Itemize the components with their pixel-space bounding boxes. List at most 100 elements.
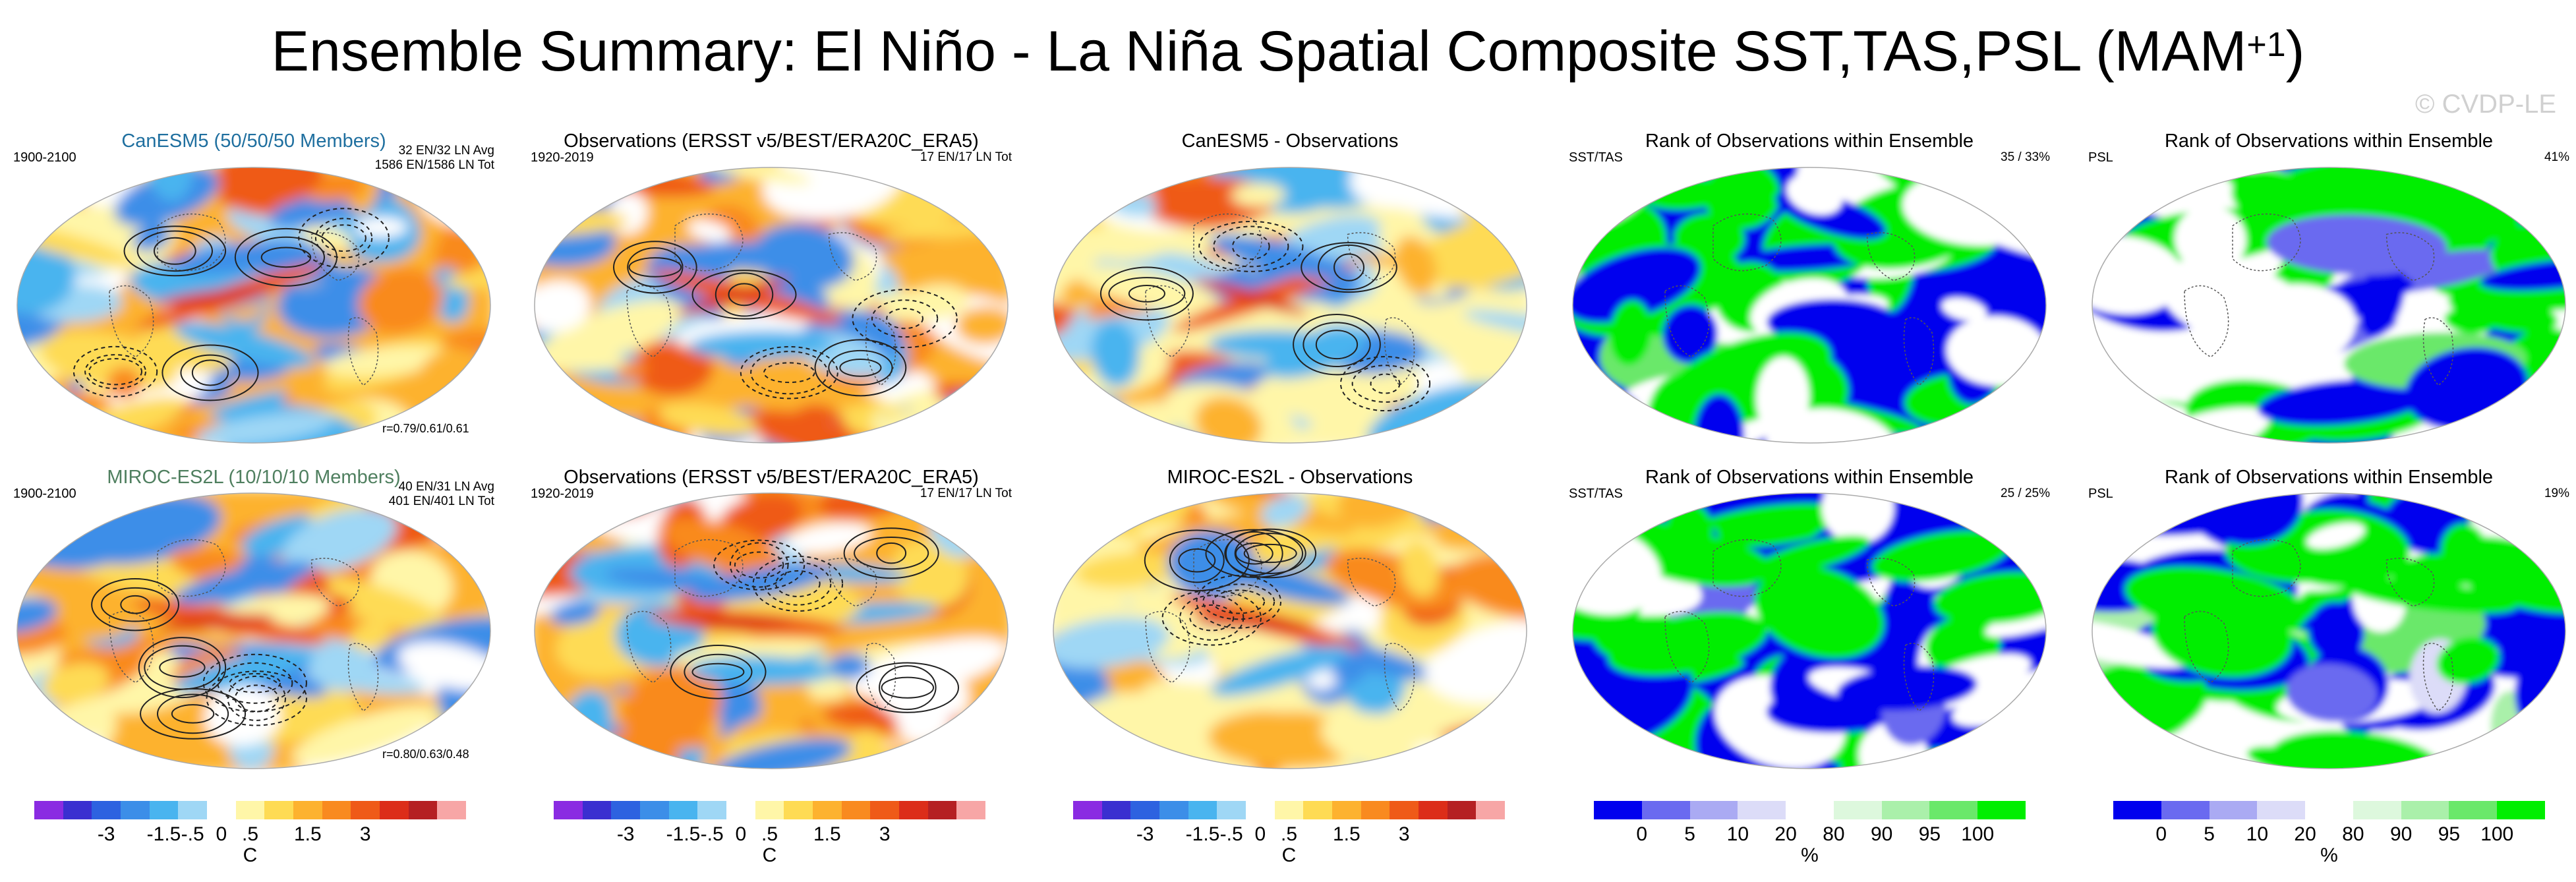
panel-right-info-line: 32 EN/32 LN Avg bbox=[398, 144, 494, 158]
panel-left-info-r2c5: PSL bbox=[2088, 486, 2113, 501]
colorbar-swatch bbox=[2449, 801, 2498, 819]
globe-map-r1c1 bbox=[16, 167, 491, 444]
panel-left-info-r2c2: 1920-2019 bbox=[531, 486, 594, 501]
colorbar-swatch bbox=[1303, 801, 1333, 819]
colorbar-swatch bbox=[2161, 801, 2210, 819]
colorbar-swatch bbox=[1738, 801, 1786, 819]
colorbar-swatch bbox=[899, 801, 928, 819]
globe-map-r1c5 bbox=[2092, 167, 2566, 444]
colorbar-swatch bbox=[1689, 801, 1738, 819]
colorbar-tick-label: 95 bbox=[2438, 823, 2461, 845]
colorbar-swatch bbox=[2353, 801, 2401, 819]
colorbar-swatch bbox=[322, 801, 351, 819]
globe-map-r2c3 bbox=[1053, 492, 1527, 769]
colorbar-swatch bbox=[755, 801, 784, 819]
colorbar-swatch bbox=[293, 801, 322, 819]
colorbar-swatch bbox=[1929, 801, 1978, 819]
colorbar-swatch bbox=[235, 801, 265, 819]
colorbar-swatch bbox=[2257, 801, 2306, 819]
panel-right-info-line: 41% bbox=[2544, 150, 2569, 164]
colorbar-unit: C bbox=[243, 844, 258, 866]
colorbar-swatch bbox=[149, 801, 179, 819]
colorbar-swatch bbox=[870, 801, 900, 819]
panel-correlation-r1c1: r=0.79/0.61/0.61 bbox=[382, 422, 469, 435]
colorbar-swatch bbox=[1361, 801, 1390, 819]
colorbar-tick-label: 1.5 bbox=[813, 823, 841, 845]
panel-right-info-line: 17 EN/17 LN Tot bbox=[920, 150, 1012, 164]
colorbar-swatch bbox=[1159, 801, 1188, 819]
globe-map-r1c3 bbox=[1053, 167, 1527, 444]
colorbar-tick-label: 20 bbox=[2294, 823, 2316, 845]
panel-title-r2c3: MIROC-ES2L - Observations bbox=[1167, 467, 1413, 488]
panel-title-r1c2: Observations (ERSST v5/BEST/ERA20C_ERA5) bbox=[564, 131, 979, 152]
colorbar-swatch bbox=[697, 801, 727, 819]
panel-right-info-line: 40 EN/31 LN Avg bbox=[398, 480, 494, 494]
colorbar-swatch bbox=[437, 801, 467, 819]
colorbar-swatch bbox=[1977, 801, 2026, 819]
colorbar-swatch bbox=[1188, 801, 1217, 819]
globe-map-r2c1 bbox=[16, 492, 491, 769]
panel-left-info-r1c4: SST/TAS bbox=[1569, 150, 1623, 165]
panel-right-info-r1c1: 32 EN/32 LN Avg 1586 EN/1586 LN Tot bbox=[323, 144, 494, 173]
globe-map-r2c5 bbox=[2092, 492, 2566, 769]
colorbar-tick-label: -.5 bbox=[1219, 823, 1243, 845]
colorbar-tick-label: 1.5 bbox=[1332, 823, 1361, 845]
panel-title-r1c4: Rank of Observations within Ensemble bbox=[1645, 131, 1974, 152]
panel-right-info-r2c1: 40 EN/31 LN Avg 401 EN/401 LN Tot bbox=[323, 480, 494, 509]
colorbar-tick-label: 90 bbox=[1870, 823, 1893, 845]
globe-map-r1c4 bbox=[1572, 167, 2047, 444]
colorbar-tick-label: .5 bbox=[1280, 823, 1298, 845]
colorbar-unit: C bbox=[762, 844, 777, 866]
colorbar-swatch bbox=[1101, 801, 1131, 819]
main-title: Ensemble Summary: El Niño - La Niña Spat… bbox=[271, 20, 2305, 83]
colorbar-tick-label: -.5 bbox=[181, 823, 204, 845]
colorbar-tick-label: 5 bbox=[1684, 823, 1695, 845]
colorbar-tick-label: 0 bbox=[1254, 823, 1266, 845]
panel-correlation-r2c1: r=0.80/0.63/0.48 bbox=[382, 748, 469, 761]
colorbar-temp3 bbox=[1073, 801, 1506, 819]
colorbar-swatch bbox=[1641, 801, 1690, 819]
colorbar-tick-label: .5 bbox=[241, 823, 259, 845]
colorbar-swatch bbox=[582, 801, 612, 819]
colorbar-swatch bbox=[2113, 801, 2161, 819]
colorbar-tick-label: -1.5 bbox=[146, 823, 181, 845]
colorbar-tick-label: 95 bbox=[1918, 823, 1941, 845]
panel-right-info-r1c2: 17 EN/17 LN Tot bbox=[840, 150, 1012, 165]
panel-right-info-line: 1586 EN/1586 LN Tot bbox=[374, 158, 494, 172]
colorbar-swatch bbox=[1881, 801, 1930, 819]
colorbar-swatch bbox=[380, 801, 409, 819]
watermark: © CVDP-LE bbox=[2415, 90, 2556, 119]
panel-right-info-line: 25 / 25% bbox=[2001, 486, 2050, 500]
colorbar-swatch bbox=[611, 801, 641, 819]
colorbar-tick-label: 0 bbox=[735, 823, 747, 845]
colorbar-tick-label: 100 bbox=[2480, 823, 2514, 845]
panel-right-info-r2c5: 19% bbox=[2398, 486, 2569, 501]
panel-right-info-r2c4: 25 / 25% bbox=[1879, 486, 2050, 501]
colorbar-swatch bbox=[1594, 801, 1642, 819]
colorbar-tick-label: 20 bbox=[1774, 823, 1797, 845]
colorbar-swatch bbox=[813, 801, 842, 819]
colorbar-tick-label: 10 bbox=[1726, 823, 1749, 845]
colorbar-tick-label: 80 bbox=[1823, 823, 1845, 845]
colorbar-swatch bbox=[207, 801, 236, 819]
colorbar-tick-label: -1.5 bbox=[1185, 823, 1220, 845]
colorbar-tick-label: -3 bbox=[616, 823, 635, 845]
globe-map-r1c2 bbox=[534, 167, 1009, 444]
panel-right-info-line: 35 / 33% bbox=[2001, 150, 2050, 164]
panel-right-info-line: 19% bbox=[2544, 486, 2569, 500]
panel-title-r1c1: CanESM5 (50/50/50 Members) bbox=[121, 131, 386, 152]
panel-left-info-r1c2: 1920-2019 bbox=[531, 150, 594, 165]
panel-right-info-r2c2: 17 EN/17 LN Tot bbox=[840, 486, 1012, 501]
colorbar-tick-label: 0 bbox=[1636, 823, 1648, 845]
colorbar-swatch bbox=[178, 801, 208, 819]
colorbar-swatch bbox=[1476, 801, 1506, 819]
panel-left-info-r2c1: 1900-2100 bbox=[13, 486, 76, 501]
colorbar-swatch bbox=[2305, 801, 2353, 819]
globe-map-r2c4 bbox=[1572, 492, 2047, 769]
colorbar-swatch bbox=[63, 801, 92, 819]
panel-title-r2c4: Rank of Observations within Ensemble bbox=[1645, 467, 1974, 488]
panel-right-info-line: 17 EN/17 LN Tot bbox=[920, 486, 1012, 500]
panel-title-r2c1: MIROC-ES2L (10/10/10 Members) bbox=[107, 467, 401, 488]
colorbar-tick-label: -3 bbox=[1136, 823, 1154, 845]
colorbar-tick-label: 80 bbox=[2342, 823, 2364, 845]
